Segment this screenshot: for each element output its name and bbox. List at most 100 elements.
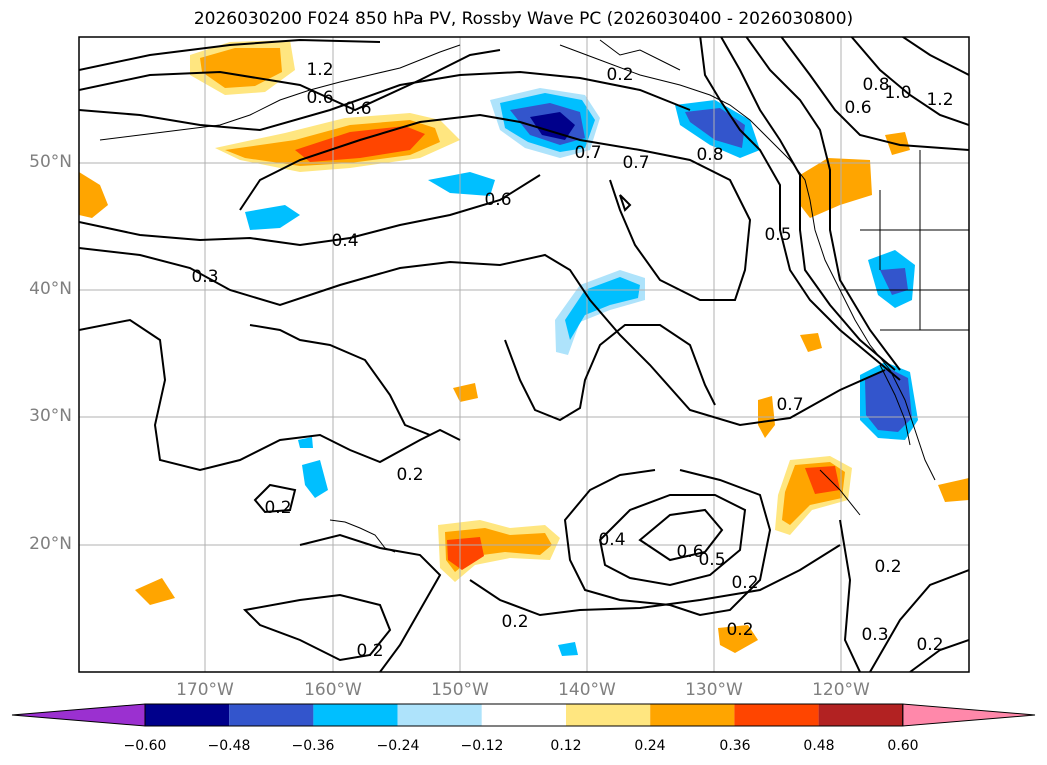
negative-anomaly-patch [245,205,300,230]
contour-line [504,324,716,422]
contour-line [909,639,969,672]
lat-label-50n: 50°N [29,152,72,172]
contour-label: 1.0 [884,83,911,103]
colorbar-segment [229,704,314,726]
contour-line [79,38,381,71]
colorbar-tick-label: 0.36 [719,738,751,754]
contour-label: 0.2 [264,498,291,518]
lon-label-130w: 130°W [685,680,743,700]
colorbar-segment [650,704,735,726]
contour-label: 0.2 [874,557,901,577]
colorbar-tick-label: 0.48 [803,738,835,754]
colorbar-segment [145,704,230,726]
contour-line [638,508,724,562]
contour-line [719,37,896,371]
colorbar-segment [734,704,819,726]
shaded-anomaly-features [79,40,969,656]
colorbar-segment [313,704,398,726]
positive-anomaly-patch [295,126,425,162]
contour-line [745,37,901,371]
contour-line [619,194,632,212]
lon-label-170w: 170°W [176,680,234,700]
lon-label-120w: 120°W [812,680,870,700]
contour-label: 0.6 [676,542,703,562]
contour-line [249,324,431,436]
coastline [329,519,396,553]
contour-label: 0.2 [501,612,528,632]
positive-anomaly-patch [800,158,872,218]
contour-label: 0.5 [698,550,725,570]
colorbar-tick-label: −0.48 [207,738,251,754]
lat-label-30n: 30°N [29,406,72,426]
negative-anomaly-patch [685,108,745,148]
contour-label: 0.7 [574,143,601,163]
contour-line [79,318,461,472]
pv-contours [79,37,969,672]
colorbar-tick-label: 0.24 [634,738,666,754]
colorbar-tick-label: −0.36 [291,738,335,754]
coastline [99,44,461,141]
contour-line [850,37,969,126]
contour-label: 0.2 [606,65,633,85]
colorbar-extend-low [11,703,146,727]
contour-label: 0.7 [776,395,803,415]
negative-anomaly-patch [865,368,912,432]
positive-anomaly-patch [800,333,822,352]
contour-label: 1.2 [306,60,333,80]
negative-anomaly-patch [530,112,575,140]
contour-line [253,483,297,514]
negative-anomaly-patch [558,642,578,656]
contour-line [869,569,969,672]
negative-anomaly-patch [302,460,328,498]
positive-anomaly-patch [135,578,175,605]
contour-label: 0.4 [331,231,358,251]
contour-line [239,113,752,301]
contour-label: 0.4 [598,530,625,550]
map-frame [78,36,970,673]
contour-line [79,49,501,112]
graticule [79,37,969,672]
contour-line [79,70,691,132]
positive-anomaly-patch [805,466,840,494]
colorbar-tick-label: −0.12 [460,738,504,754]
negative-anomaly-patch [565,277,640,340]
contour-line [79,174,541,247]
contour-label: 0.2 [356,641,383,661]
positive-anomaly-patch [718,625,758,653]
lon-label-160w: 160°W [304,680,362,700]
colorbar-tick-label: −0.24 [376,738,420,754]
contour-line [839,519,861,672]
negative-anomaly-patch [880,268,908,295]
colorbar [11,703,1036,727]
lat-label-40n: 40°N [29,279,72,299]
contour-label: 0.6 [306,88,333,108]
contour-label: 0.2 [916,635,943,655]
coastline [559,44,936,481]
lon-label-150w: 150°W [431,680,489,700]
colorbar-segment [397,704,482,726]
coastlines [99,39,969,553]
contour-label: 0.7 [622,153,649,173]
contour-label: 0.6 [344,99,371,119]
colorbar-tick-label: −0.60 [123,738,167,754]
contour-label: 0.8 [696,145,723,165]
contour-label: 0.6 [844,98,871,118]
colorbar-extend-high [902,703,1036,727]
positive-anomaly-patch [79,172,108,218]
contour-label: 0.3 [861,625,888,645]
colorbar-segment [481,704,566,726]
contour-line [79,247,886,427]
colorbar-segment [566,704,651,726]
coastline [819,469,861,516]
contour-label: 1.2 [926,90,953,110]
contour-label: 0.2 [396,465,423,485]
contour-line [299,533,442,672]
positive-anomaly-patch [453,383,478,402]
colorbar-tick-label: 0.60 [887,738,919,754]
contour-label: 0.2 [726,620,753,640]
contour-label: 0.6 [484,190,511,210]
positive-anomaly-patch [938,478,969,502]
coastline [599,39,681,71]
contour-line [901,37,969,76]
